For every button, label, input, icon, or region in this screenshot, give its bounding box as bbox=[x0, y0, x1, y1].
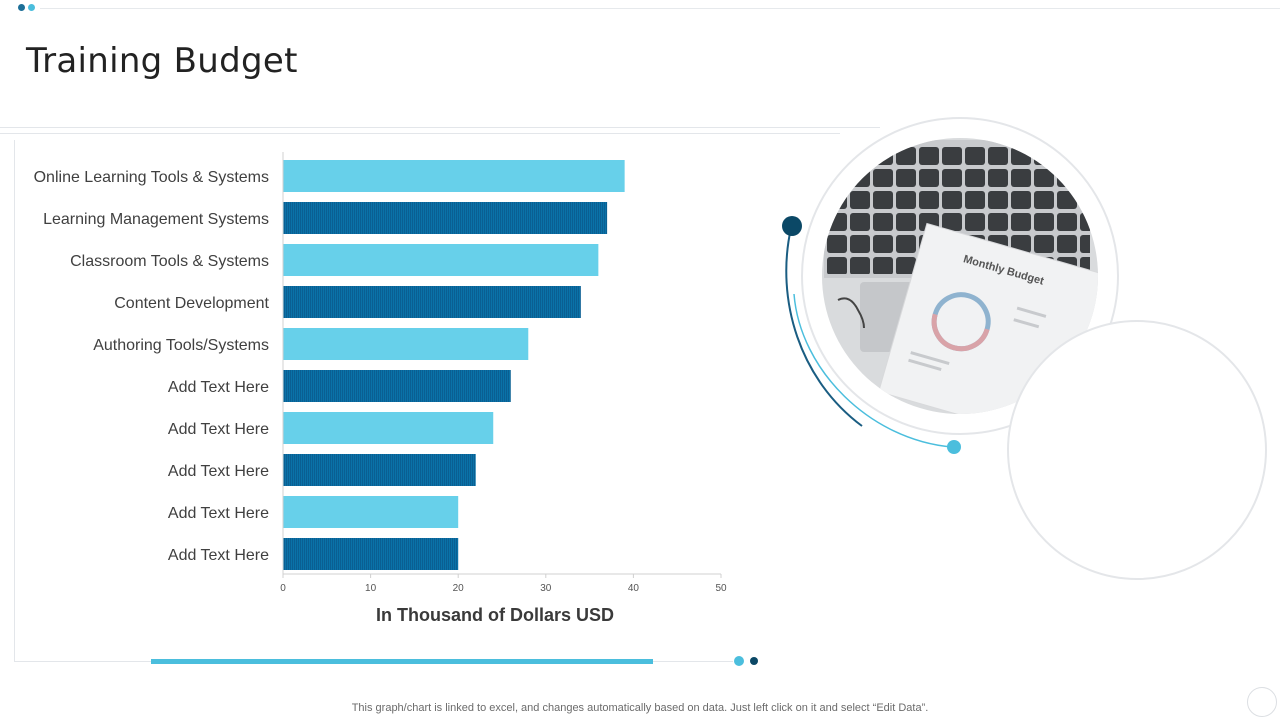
chart-frame-left bbox=[14, 140, 15, 662]
x-tick-label-40: 40 bbox=[628, 583, 640, 594]
bar-9 bbox=[283, 496, 459, 528]
chart-frame-bottom bbox=[14, 661, 154, 662]
x-tick-label-50: 50 bbox=[715, 583, 727, 594]
accent-dot-light bbox=[734, 656, 744, 666]
page-title: Training Budget bbox=[26, 40, 298, 81]
x-axis-title: In Thousand of Dollars USD bbox=[376, 605, 614, 625]
bar-4 bbox=[283, 286, 581, 318]
bar-7 bbox=[283, 412, 494, 444]
x-tick-label-30: 30 bbox=[540, 583, 552, 594]
bar-2 bbox=[283, 202, 608, 234]
laptop-keyboard bbox=[824, 140, 1090, 278]
node-dot-light bbox=[947, 440, 961, 454]
category-label-2: Learning Management Systems bbox=[43, 211, 269, 228]
node-dot-dark bbox=[782, 216, 802, 236]
accent-track bbox=[653, 661, 733, 662]
placeholder-circle bbox=[1007, 320, 1267, 580]
x-tick-label-0: 0 bbox=[280, 583, 286, 594]
bar-chart: Online Learning Tools & Systems Learning … bbox=[34, 152, 727, 625]
x-axis-ticks: 0 10 20 30 40 50 bbox=[280, 574, 727, 594]
top-rule bbox=[40, 8, 1280, 9]
category-label-3: Classroom Tools & Systems bbox=[70, 253, 269, 270]
category-label-9: Add Text Here bbox=[168, 505, 269, 522]
donut-icon bbox=[931, 292, 991, 352]
bars-layer bbox=[283, 160, 625, 570]
category-labels: Online Learning Tools & Systems Learning … bbox=[34, 169, 270, 564]
header-dot-2 bbox=[28, 4, 35, 11]
arc-light bbox=[793, 293, 953, 448]
paper-heading: Monthly Budget bbox=[962, 253, 1046, 288]
divider-line bbox=[0, 133, 840, 134]
bar-6 bbox=[283, 370, 511, 402]
category-label-8: Add Text Here bbox=[168, 463, 269, 480]
bar-8 bbox=[283, 454, 476, 486]
header-dot-1 bbox=[18, 4, 25, 11]
arc-dark bbox=[785, 227, 863, 427]
accent-dot-dark bbox=[750, 657, 758, 665]
photo-ring bbox=[801, 117, 1119, 435]
photo-image: Monthly Budget bbox=[822, 138, 1098, 414]
accent-bar bbox=[151, 659, 653, 664]
x-tick-label-10: 10 bbox=[365, 583, 377, 594]
footer-note: This graph/chart is linked to excel, and… bbox=[351, 702, 929, 714]
x-tick-label-20: 20 bbox=[453, 583, 465, 594]
bar-1 bbox=[283, 160, 625, 192]
corner-circle bbox=[1247, 687, 1277, 717]
glasses-icon bbox=[837, 297, 865, 329]
budget-paper: Monthly Budget bbox=[878, 222, 1098, 414]
bar-3 bbox=[283, 244, 599, 276]
category-label-6: Add Text Here bbox=[168, 379, 269, 396]
bar-10 bbox=[283, 538, 459, 570]
category-label-5: Authoring Tools/Systems bbox=[93, 337, 269, 354]
divider-line bbox=[0, 127, 880, 128]
category-label-7: Add Text Here bbox=[168, 421, 269, 438]
category-label-4: Content Development bbox=[114, 295, 269, 312]
bar-5 bbox=[283, 328, 529, 360]
category-label-10: Add Text Here bbox=[168, 547, 269, 564]
category-label-1: Online Learning Tools & Systems bbox=[34, 169, 269, 186]
